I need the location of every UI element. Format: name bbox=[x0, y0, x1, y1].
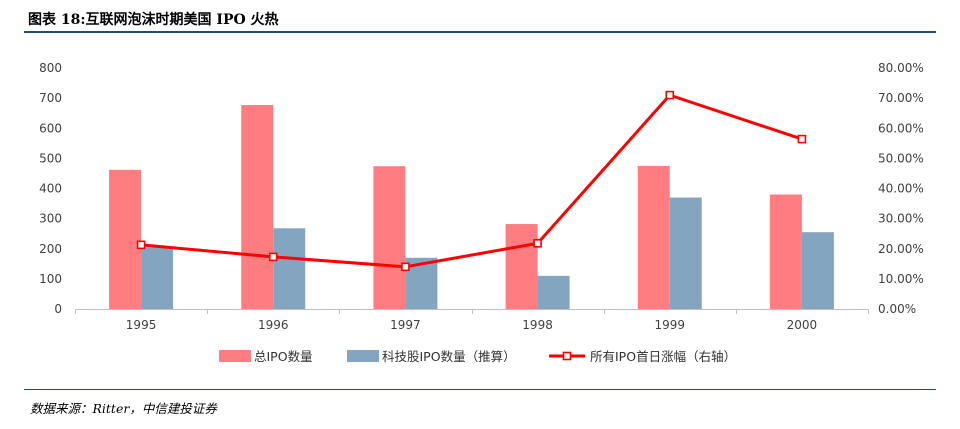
y-right-tick-label: 50.00% bbox=[878, 151, 924, 165]
y-right-tick-label: 0.00% bbox=[878, 302, 916, 316]
source-note: 数据来源：Ritter，中信建投证券 bbox=[30, 401, 217, 416]
y-left-tick-label: 300 bbox=[39, 212, 62, 226]
legend-swatch bbox=[219, 350, 251, 362]
x-tick-label: 1995 bbox=[126, 318, 157, 332]
legend-line-marker bbox=[562, 351, 572, 361]
y-right-tick-label: 60.00% bbox=[878, 121, 924, 135]
legend-total-ipo: 总IPO数量 bbox=[219, 349, 313, 364]
bar-tech-ipo bbox=[273, 228, 306, 309]
line-point bbox=[533, 239, 542, 248]
bar-series bbox=[109, 105, 834, 310]
legend-first-day-return: 所有IPO首日涨幅（右轴） bbox=[549, 349, 736, 364]
legend-label: 所有IPO首日涨幅（右轴） bbox=[590, 349, 736, 364]
y-left-tick-label: 400 bbox=[39, 182, 62, 196]
legend-swatch bbox=[347, 350, 379, 362]
bar-total-ipo bbox=[241, 105, 274, 310]
chart-title: 图表 18:互联网泡沫时期美国 IPO 火热 bbox=[28, 12, 279, 28]
bar-tech-ipo bbox=[801, 232, 834, 309]
y-left-tick-label: 200 bbox=[39, 242, 62, 256]
line-point bbox=[268, 252, 278, 262]
legend-label: 科技股IPO数量（推算） bbox=[382, 349, 516, 364]
x-tick-label: 1999 bbox=[654, 318, 685, 332]
bar-total-ipo bbox=[769, 194, 802, 309]
y-right-tick-label: 70.00% bbox=[878, 91, 924, 105]
x-tick-label: 1998 bbox=[522, 318, 553, 332]
y-left-tick-label: 0 bbox=[54, 302, 62, 316]
y-left-tick-label: 500 bbox=[39, 151, 62, 165]
y-left-tick-label: 600 bbox=[39, 121, 62, 135]
x-tick-label: 1996 bbox=[258, 318, 289, 332]
bar-total-ipo bbox=[109, 169, 142, 309]
y-left-tick-label: 800 bbox=[39, 61, 62, 75]
y-left-tick-label: 700 bbox=[39, 91, 62, 105]
bar-tech-ipo bbox=[141, 247, 174, 309]
x-tick-label: 2000 bbox=[787, 318, 818, 332]
x-tick-label: 1997 bbox=[390, 318, 421, 332]
line-point bbox=[136, 240, 146, 250]
line-point bbox=[797, 134, 807, 144]
y-right-tick-label: 30.00% bbox=[878, 212, 924, 226]
bar-tech-ipo bbox=[537, 275, 570, 309]
legend-label: 总IPO数量 bbox=[254, 349, 313, 364]
line-point bbox=[401, 262, 410, 272]
bar-total-ipo bbox=[505, 224, 538, 309]
y-left-tick-label: 100 bbox=[39, 272, 62, 286]
line-series bbox=[136, 90, 807, 272]
title-row: 图表 18:互联网泡沫时期美国 IPO 火热 bbox=[24, 6, 936, 30]
bar-total-ipo bbox=[373, 166, 406, 309]
y-right-tick-label: 20.00% bbox=[878, 242, 924, 256]
bar-total-ipo bbox=[637, 165, 670, 309]
source-rule bbox=[24, 389, 936, 390]
y-right-tick-label: 10.00% bbox=[878, 272, 924, 286]
chart-axes: 0 100 200 300 400 500 600 700 800 0.00% 10.00% 20.0… bbox=[39, 61, 924, 332]
legend-tech-ipo: 科技股IPO数量（推算） bbox=[347, 349, 516, 364]
y-right-tick-label: 80.00% bbox=[878, 61, 924, 75]
chart-legend: 总IPO数量 科技股IPO数量（推算） 所有IPO首日涨幅（右轴） bbox=[219, 349, 736, 364]
line-point bbox=[665, 90, 675, 100]
title-rule bbox=[24, 31, 936, 33]
bar-tech-ipo bbox=[669, 197, 702, 309]
y-right-tick-label: 40.00% bbox=[878, 182, 924, 196]
first-day-return-line bbox=[140, 93, 803, 269]
